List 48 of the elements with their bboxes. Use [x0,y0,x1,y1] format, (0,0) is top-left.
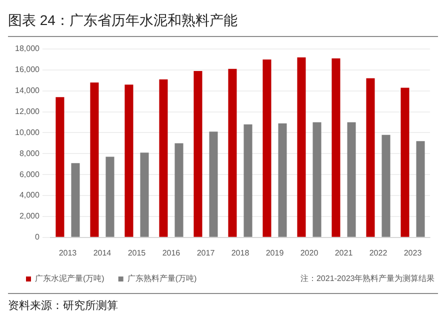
bar [416,141,425,237]
x-tick-label: 2014 [93,248,112,258]
x-tick-label: 2013 [58,248,78,258]
y-tick-label: 14,000 [15,86,40,96]
y-tick-label: 6,000 [19,170,40,179]
bar [262,59,272,237]
y-tick-label: 4,000 [19,190,40,200]
bar [382,134,390,237]
x-tick-label: 2019 [266,248,284,258]
bar [106,156,114,237]
bar [278,123,287,237]
legend-label: 广东水泥产量(万吨) [35,274,105,284]
bar [124,84,134,237]
chart-title: 图表 24：广东省历年水泥和熟料产能 [8,8,438,37]
y-tick-label: 10,000 [15,128,40,137]
text: 注：2021-2023年熟料产量为测算结果 [300,274,435,284]
x-tick-label: 2017 [196,248,216,258]
x-tick-label: 2015 [128,248,146,258]
legend-label: 广东熟料产量(万吨) [127,274,197,284]
x-tick-label: 2021 [334,248,354,258]
bar [312,122,322,237]
bar [297,57,306,237]
bar [347,122,356,237]
bar [209,132,218,237]
x-tick-label: 2023 [404,248,422,258]
bar [366,78,375,237]
x-tick-label: 2020 [300,248,319,258]
x-tick-label: 2016 [162,248,181,258]
y-tick-label: 0 [35,232,40,242]
text: 资料来源：研究所测算 [8,293,438,313]
y-tick-label: 2,000 [19,212,40,221]
bar [400,88,410,237]
y-tick-label: 18,000 [15,44,40,54]
y-tick-label: 12,000 [15,107,40,116]
bar [174,143,184,237]
bar [244,124,252,237]
bar [159,79,168,237]
bar [332,58,340,237]
x-tick-label: 2018 [231,248,250,258]
bar [194,70,202,237]
y-tick-label: 8,000 [19,148,40,158]
bar [56,97,64,237]
bar [71,163,80,237]
bar [140,152,149,237]
bar [90,82,99,237]
x-tick-label: 2022 [369,248,388,258]
bar [228,68,237,237]
y-tick-label: 16,000 [15,65,40,74]
